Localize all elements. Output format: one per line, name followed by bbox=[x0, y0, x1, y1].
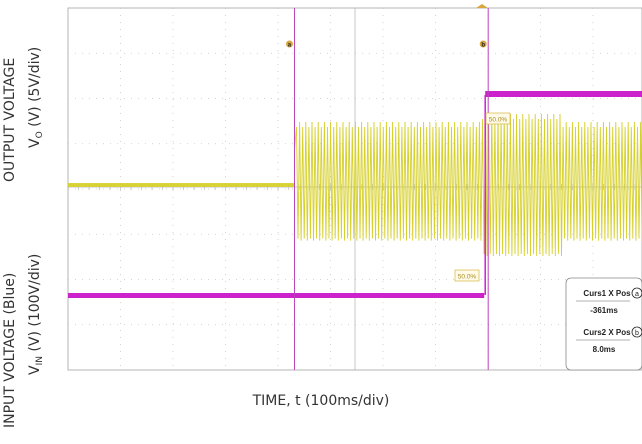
cursor-readout: Curs1 X Pos a -361ms Curs2 X Pos b 8.0ms bbox=[565, 277, 642, 371]
output-voltage-baseline bbox=[68, 183, 295, 187]
trigger-marker bbox=[476, 4, 488, 8]
input-voltage-high bbox=[485, 91, 642, 97]
cursor-label-b: b bbox=[481, 43, 485, 49]
x-axis-label: TIME, t (100ms/div) bbox=[252, 393, 390, 409]
percent-marker-label: 50.0% bbox=[489, 117, 508, 124]
percent-marker-label: 50.0% bbox=[458, 274, 477, 281]
cursor-dot-a bbox=[285, 40, 293, 48]
cursor-label-a: a bbox=[288, 43, 292, 49]
markers: 50.0% 50.0% bbox=[454, 112, 511, 282]
curs1-badge: a bbox=[635, 291, 639, 298]
curs2-title: Curs2 X Pos bbox=[583, 328, 631, 337]
percent-marker-box bbox=[454, 269, 480, 282]
curs2-badge: b bbox=[635, 330, 639, 337]
curs1-badge-circle bbox=[631, 287, 642, 299]
percent-marker-box bbox=[485, 112, 511, 125]
curs1-title: Curs1 X Pos bbox=[583, 289, 631, 298]
cursor-dot-b bbox=[479, 40, 487, 48]
output-voltage-trace bbox=[68, 113, 642, 257]
curs2-value: 8.0ms bbox=[593, 345, 616, 354]
input-voltage-low bbox=[68, 293, 485, 298]
curs1-value: -361ms bbox=[590, 306, 618, 315]
curs2-badge-circle bbox=[631, 326, 642, 338]
traces bbox=[68, 91, 642, 298]
